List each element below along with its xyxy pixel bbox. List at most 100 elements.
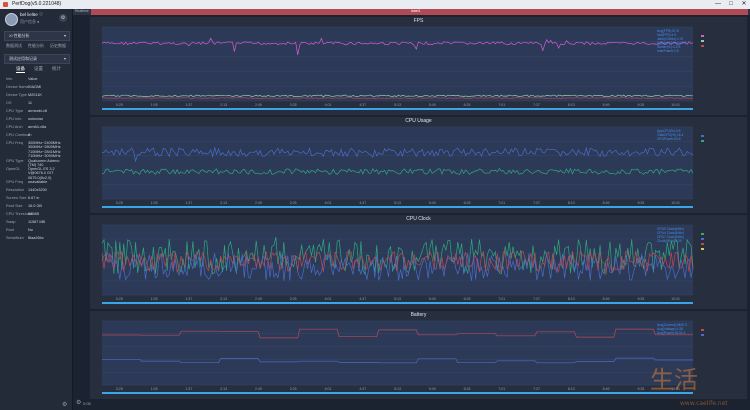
series-line [102,357,693,364]
x-tick-label: 4:37 [359,297,366,301]
nav-tab-0[interactable]: 数据测试 [6,43,22,48]
app-logo-icon [3,2,8,7]
settings-icon[interactable]: ⚙ [62,402,68,408]
minimize-button[interactable]: — [715,1,721,7]
x-tick-label: 5:13 [394,387,401,391]
x-tick-label: 4:37 [359,103,366,107]
legend-entry: Stutter(%):0.2% [657,45,680,49]
legend-swatch[interactable] [701,35,704,37]
legend-swatch[interactable] [701,243,704,245]
legend-entry: BigJank(/10min):0.0 [657,41,686,45]
info-row: Swap 11987 MB [4,220,70,228]
legend-entry: Avg(Power):5132.4 [657,331,685,335]
tab-settings[interactable]: 设置 [34,66,43,71]
user-header: bel liel6e ♡ 用户信息 ♠ ⚙ [0,9,72,31]
legend-swatch[interactable] [701,40,704,42]
info-row: CPU Type armeabi-v8 [4,109,70,117]
legend-entry: CPUPower:63.6 [657,137,681,141]
x-tick-label: 7:01 [498,297,505,301]
avatar[interactable] [5,13,18,26]
nav-tabs: 数据测试 性能分析 历史数据 [4,42,70,50]
x-tick-label: 6:25 [464,201,471,205]
x-tick-label: 4:01 [325,201,332,205]
legend-swatch[interactable] [701,329,704,331]
x-tick-label: 2:13 [220,201,227,205]
series-line [101,37,694,55]
x-tick-label: 9:25 [637,387,644,391]
legend-swatch[interactable] [701,45,704,47]
x-tick-label: 5:49 [429,387,436,391]
info-value: 8 [28,133,31,137]
x-tick-label: 8:49 [603,387,610,391]
legend-swatch[interactable] [701,334,704,336]
x-tick-label: 2:49 [255,387,262,391]
x-tick-label: 1:05 [151,387,158,391]
time-scrollbar[interactable] [102,206,693,208]
app-select[interactable]: 测试应用和记录 ▾ [4,54,70,64]
chart-svg: 0:25 1:05 1:37 2:13 2:49 3:25 4:01 4:37 5:13 5:49… [101,126,704,208]
nav-tab-1[interactable]: 性能分析 [28,43,44,48]
info-row: CPU Threshold 6/6MB [4,212,70,220]
info-row: Root No [4,228,70,236]
legend-swatch[interactable] [701,248,704,250]
time-label: 0:05 [83,401,91,406]
info-key: Root [6,228,15,232]
legend-entry: AppCPU(%):3.8 [657,129,681,133]
legend-swatch[interactable] [701,233,704,235]
info-row: CPU Coreinum 8 [4,133,70,141]
x-tick-label: 2:13 [220,387,227,391]
gear-icon[interactable]: ⚙ [76,400,82,406]
marker-label: label1 [411,9,421,13]
info-row: CPU Info unknown [4,117,70,125]
maximize-button[interactable]: □ [729,1,733,7]
time-scrollbar[interactable] [102,392,693,394]
info-key: Screen Size [6,196,27,200]
info-value: 11987 MB [28,220,46,224]
x-tick-label: 2:13 [220,297,227,301]
time-scrollbar[interactable] [102,302,693,304]
x-tick-label: 6:25 [464,297,471,301]
info-row: Resolution 1440x3200 [4,188,70,196]
info-value: 11 [28,101,32,105]
chart-title: CPU Clock [406,216,431,222]
info-key: OpenGL [6,167,21,171]
plot-area [102,127,693,199]
series-line [101,97,694,99]
series-line [101,146,694,163]
x-tick-label: 1:05 [151,297,158,301]
series-line [101,94,693,98]
gear-icon[interactable]: ⚙ [59,14,67,22]
info-row: Root Size 16.0 GB [4,204,70,212]
info-value: 6/6MB [28,212,39,216]
info-key: CPU Coreinum [6,133,32,137]
device-select[interactable]: Xi 性能分析 ▾ [4,31,70,41]
x-tick-label: 9:25 [637,297,644,301]
x-tick-label: 2:49 [255,103,262,107]
x-tick-label: 8:49 [603,103,610,107]
x-tick-label: 7:37 [533,297,540,301]
legend-swatch[interactable] [701,140,704,142]
info-key: CPU Threshold [6,212,32,216]
legend-entry: CPU0 Clock(MHz) [657,227,684,231]
series-line [101,167,694,176]
tab-device[interactable]: 设备 [16,66,25,73]
x-tick-label: 2:49 [255,201,262,205]
x-tick-label: 8:49 [603,297,610,301]
legend-swatch[interactable] [701,135,704,137]
sidebar: bel liel6e ♡ 用户信息 ♠ ⚙ Xi 性能分析 ▾ 数据测试 性能分… [0,9,73,410]
nav-tab-2[interactable]: 历史数据 [50,43,66,48]
marker-bar[interactable]: label1 [91,9,748,15]
legend-entry: CPU4 Clock(MHz) [657,231,684,235]
close-button[interactable]: ✕ [741,1,747,7]
x-tick-label: 4:37 [359,201,366,205]
watermark: 生活 www.caelife.net [650,360,750,410]
tab-stats[interactable]: 统计 [52,66,61,71]
x-tick-label: 5:49 [429,297,436,301]
info-key: CPU Freq [6,141,23,145]
chart-panel: FPS 0:25 1:05 1:37 2:13 2:49 3:25 4:01 4:37 5:13 5… [90,17,747,115]
info-key: Info [6,77,13,81]
time-scrollbar[interactable] [102,108,693,110]
legend-swatch[interactable] [701,238,704,240]
x-tick-label: 7:37 [533,387,540,391]
window-title: PerfDog(v5.0.221048) [12,1,62,7]
